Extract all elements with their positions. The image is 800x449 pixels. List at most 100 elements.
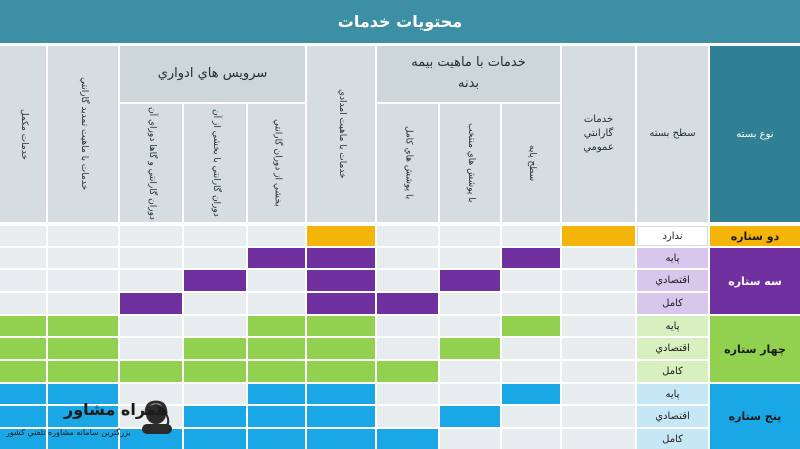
grid-cell [184, 270, 246, 291]
grid-cell [307, 248, 375, 268]
grid-cell [48, 226, 118, 246]
page-title: محتويات خدمات [0, 0, 800, 43]
grid-cell [0, 270, 46, 291]
grid-cell [377, 316, 438, 336]
level-four-base: پايه [637, 316, 708, 336]
grid-cell [248, 270, 305, 291]
header-insurance-group: خدمات با ماهيت بيمه بدنه [377, 46, 560, 102]
grid-cell [120, 361, 182, 382]
grid-cell [248, 361, 305, 382]
level-five-base: پايه [637, 384, 708, 404]
grid-cell [0, 429, 46, 449]
header-package-level: سطح بسته [637, 46, 708, 222]
header-package-type: نوع بسته [710, 46, 800, 222]
headset-logo-icon [142, 400, 172, 434]
grid-cell [377, 270, 438, 291]
grid-cell [184, 361, 246, 382]
grid-cell [48, 338, 118, 359]
header-base-level: سطح پايه [502, 104, 560, 222]
level-three-base: پايه [637, 248, 708, 268]
grid-cell [0, 226, 46, 246]
grid-cell [184, 429, 246, 449]
level-none: ندارد [637, 226, 708, 246]
grid-cell [377, 384, 438, 404]
grid-cell [248, 338, 305, 359]
grid-cell [0, 248, 46, 268]
grid-cell [307, 338, 375, 359]
grid-cell [48, 429, 118, 449]
grid-cell [502, 316, 560, 336]
grid-cell [562, 429, 635, 449]
grid-cell [120, 270, 182, 291]
grid-cell [48, 406, 118, 427]
grid-cell [562, 226, 635, 246]
grid-cell [0, 361, 46, 382]
grid-cell [502, 338, 560, 359]
logo-brand: همراه مشاور [64, 400, 168, 419]
grid-cell [307, 361, 375, 382]
grid-cell [48, 384, 118, 404]
logo-tagline: بزرگترين سامانه مشاوره تلفني کشور [6, 428, 131, 437]
header-emergency-services: خدمات با ماهيت امدادي [307, 46, 375, 222]
package-five-star: پنج ستاره [710, 384, 800, 449]
header-warranty-part-after: دوران گارانتي با بخشي از آن [184, 104, 246, 222]
level-four-economy: اقتصادي [637, 338, 708, 359]
level-three-full: کامل [637, 293, 708, 314]
grid-cell [562, 406, 635, 427]
grid-cell [562, 248, 635, 268]
grid-cell [307, 293, 375, 314]
grid-cell [120, 248, 182, 268]
grid-cell [377, 361, 438, 382]
grid-cell [248, 384, 305, 404]
grid-cell [440, 248, 500, 268]
level-three-economy: اقتصادي [637, 270, 708, 291]
grid-cell [248, 248, 305, 268]
level-five-full: کامل [637, 429, 708, 449]
grid-cell [48, 270, 118, 291]
grid-cell [248, 293, 305, 314]
grid-cell [440, 293, 500, 314]
grid-cell [562, 293, 635, 314]
grid-cell [120, 338, 182, 359]
grid-cell [48, 293, 118, 314]
grid-cell [502, 248, 560, 268]
grid-cell [184, 384, 246, 404]
grid-cell [440, 361, 500, 382]
grid-cell [48, 248, 118, 268]
grid-cell [307, 316, 375, 336]
grid-cell [502, 361, 560, 382]
grid-cell [562, 316, 635, 336]
logo: همراه مشاور بزرگترين سامانه مشاوره تلفني… [4, 398, 194, 446]
grid-cell [184, 293, 246, 314]
header-full-coverage: با پوشش هاي کامل [377, 104, 438, 222]
header-periodic-group: سرويس هاي ادواري [120, 46, 305, 102]
grid-cell [120, 384, 182, 404]
grid-cell [0, 316, 46, 336]
grid-cell [377, 429, 438, 449]
grid-cell [440, 406, 500, 427]
grid-cell [377, 248, 438, 268]
header-warranty-full-after: دوران گارانتي و گاها دوراي آن [120, 104, 182, 222]
grid-cell [502, 384, 560, 404]
grid-cell [307, 226, 375, 246]
grid-cell [307, 429, 375, 449]
grid-cell [562, 361, 635, 382]
grid-cell [307, 270, 375, 291]
grid-cell [248, 406, 305, 427]
grid-cell [440, 338, 500, 359]
package-four-star: چهار ستاره [710, 316, 800, 382]
grid-cell [440, 226, 500, 246]
header-selective-coverage: با پوشش هاي منتخب [440, 104, 500, 222]
grid-cell [440, 270, 500, 291]
grid-cell [377, 406, 438, 427]
grid-cell [120, 316, 182, 336]
package-three-star: سه ستاره [710, 248, 800, 314]
header-extended-warranty: خدمات با ماهيت تمديد گارانتي [48, 46, 118, 222]
header-warranty-part: بخشي از دوران گارانتي [248, 104, 305, 222]
grid-cell [184, 226, 246, 246]
grid-cell [0, 293, 46, 314]
grid-cell [248, 316, 305, 336]
grid-cell [0, 338, 46, 359]
grid-cell [440, 384, 500, 404]
